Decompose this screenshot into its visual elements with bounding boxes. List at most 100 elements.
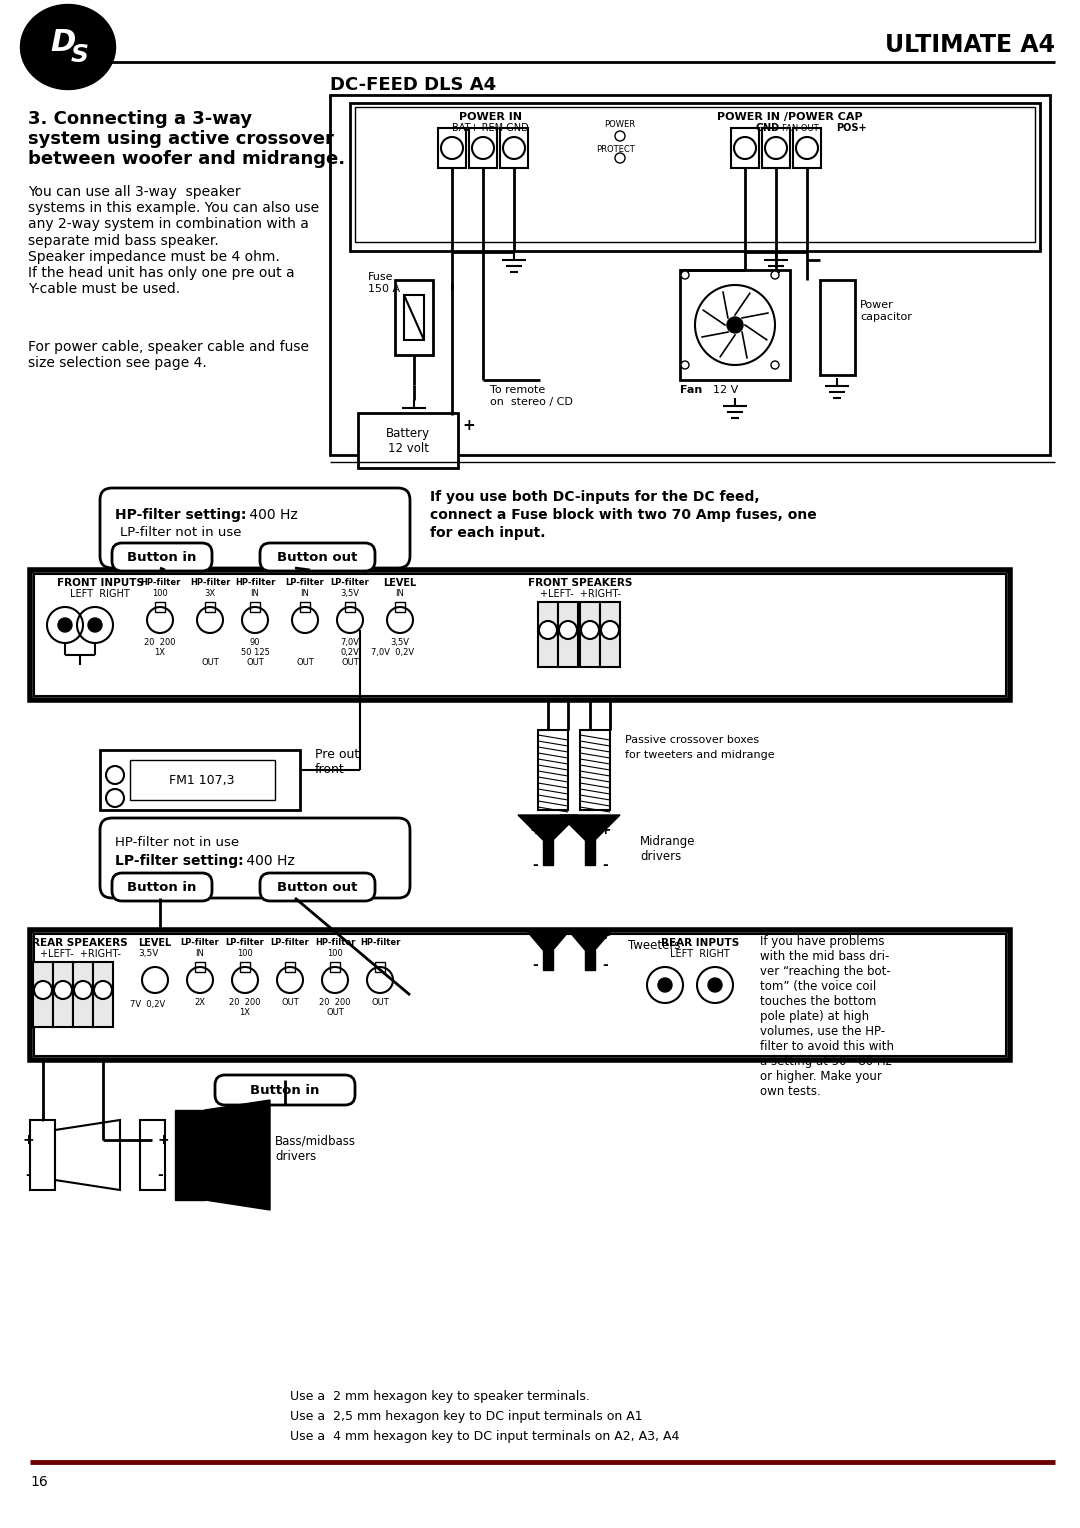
Text: 7,0V: 7,0V: [340, 639, 360, 646]
Circle shape: [727, 316, 743, 333]
Text: LP-filter: LP-filter: [330, 578, 369, 587]
Text: 100: 100: [327, 949, 342, 958]
Text: -: -: [603, 958, 608, 972]
Bar: [330, 963, 340, 972]
Text: OUT: OUT: [201, 659, 219, 668]
Polygon shape: [526, 931, 570, 950]
Circle shape: [54, 981, 72, 999]
Bar: [355, 107, 1035, 241]
Text: Button in: Button in: [127, 550, 197, 564]
Text: If you use both DC-inputs for the DC feed,: If you use both DC-inputs for the DC fee…: [430, 490, 759, 504]
Text: Tweeters: Tweeters: [627, 938, 680, 952]
Bar: [438, 128, 465, 168]
Circle shape: [681, 270, 689, 280]
Text: Button in: Button in: [251, 1083, 320, 1097]
Text: 1X: 1X: [154, 648, 165, 657]
Bar: [680, 270, 789, 380]
Bar: [330, 95, 1050, 455]
Bar: [100, 750, 300, 810]
Text: 90: 90: [249, 639, 260, 646]
Text: Pre out
front: Pre out front: [315, 749, 360, 776]
Text: 400 Hz: 400 Hz: [242, 854, 295, 868]
Bar: [538, 730, 568, 810]
Text: For power cable, speaker cable and fuse
size selection see page 4.: For power cable, speaker cable and fuse …: [28, 341, 309, 370]
FancyBboxPatch shape: [112, 872, 212, 902]
Bar: [762, 128, 789, 168]
Text: 400 Hz: 400 Hz: [245, 507, 298, 523]
Bar: [350, 102, 1040, 251]
Text: LP-filter not in use: LP-filter not in use: [120, 526, 242, 539]
Bar: [30, 570, 1010, 700]
Bar: [53, 963, 73, 1027]
Text: +: +: [529, 824, 541, 837]
Text: Use a  2 mm hexagon key to speaker terminals.: Use a 2 mm hexagon key to speaker termin…: [291, 1390, 590, 1403]
Text: ULTIMATE A4: ULTIMATE A4: [885, 34, 1055, 57]
Bar: [395, 280, 433, 354]
Text: +: +: [529, 927, 541, 941]
Text: DC-FEED DLS A4: DC-FEED DLS A4: [330, 76, 496, 95]
Text: LP-filter: LP-filter: [180, 938, 219, 947]
Bar: [195, 963, 205, 972]
Text: LEFT  RIGHT: LEFT RIGHT: [70, 588, 130, 599]
Text: Passive crossover boxes: Passive crossover boxes: [625, 735, 759, 746]
Text: 3. Connecting a 3-way: 3. Connecting a 3-way: [28, 110, 252, 128]
Text: FAN OUT: FAN OUT: [782, 124, 819, 133]
Text: HP-filter: HP-filter: [360, 938, 401, 947]
Text: HP-filter: HP-filter: [314, 938, 355, 947]
Text: 16: 16: [30, 1475, 48, 1488]
Text: +: +: [157, 1132, 168, 1148]
Text: GND: GND: [755, 122, 779, 133]
Text: -: -: [25, 1167, 31, 1183]
Bar: [543, 840, 553, 865]
Text: FM1 107,3: FM1 107,3: [170, 773, 234, 787]
Text: You can use all 3-way  speaker
systems in this example. You can also use
any 2-w: You can use all 3-way speaker systems in…: [28, 185, 319, 296]
Text: system using active crossover: system using active crossover: [28, 130, 334, 148]
Text: 7,0V  0,2V: 7,0V 0,2V: [372, 648, 415, 657]
Circle shape: [600, 620, 619, 639]
Text: Use a  2,5 mm hexagon key to DC input terminals on A1: Use a 2,5 mm hexagon key to DC input ter…: [291, 1410, 643, 1423]
Text: POWER IN: POWER IN: [459, 112, 522, 122]
Text: Button out: Button out: [276, 880, 357, 894]
Bar: [300, 602, 310, 613]
Bar: [404, 295, 424, 341]
Text: connect a Fuse block with two 70 Amp fuses, one: connect a Fuse block with two 70 Amp fus…: [430, 507, 816, 523]
Text: REAR SPEAKERS: REAR SPEAKERS: [32, 938, 127, 947]
Text: LP-filter: LP-filter: [226, 938, 265, 947]
Text: for each input.: for each input.: [430, 526, 545, 539]
Text: 0,2V: 0,2V: [340, 648, 360, 657]
FancyBboxPatch shape: [260, 872, 375, 902]
Bar: [469, 128, 497, 168]
Text: Button in: Button in: [127, 880, 197, 894]
Text: -: -: [532, 859, 538, 872]
Bar: [205, 602, 215, 613]
Text: 7V  0,2V: 7V 0,2V: [131, 999, 165, 1008]
Circle shape: [771, 361, 779, 368]
Text: LEVEL: LEVEL: [383, 578, 417, 588]
Text: between woofer and midrange.: between woofer and midrange.: [28, 150, 346, 168]
Text: 2X: 2X: [194, 998, 205, 1007]
Text: LP-filter: LP-filter: [271, 938, 309, 947]
Text: IN: IN: [395, 588, 404, 597]
Text: LEVEL: LEVEL: [138, 938, 172, 947]
Circle shape: [87, 617, 102, 633]
Bar: [240, 963, 249, 972]
Text: Use a  4 mm hexagon key to DC input terminals on A2, A3, A4: Use a 4 mm hexagon key to DC input termi…: [291, 1430, 679, 1442]
Bar: [731, 128, 759, 168]
FancyBboxPatch shape: [112, 542, 212, 571]
Text: 3,5V: 3,5V: [138, 949, 158, 958]
Circle shape: [658, 978, 672, 992]
Text: POS+: POS+: [836, 122, 866, 133]
Circle shape: [581, 620, 599, 639]
Text: -: -: [532, 958, 538, 972]
Bar: [538, 602, 558, 668]
Circle shape: [559, 620, 577, 639]
Text: OUT: OUT: [246, 659, 264, 668]
Bar: [249, 602, 260, 613]
Polygon shape: [561, 814, 620, 840]
Text: 20  200
OUT: 20 200 OUT: [320, 998, 351, 1018]
Bar: [585, 950, 595, 970]
Bar: [30, 931, 1010, 1060]
Text: for tweeters and midrange: for tweeters and midrange: [625, 750, 774, 759]
FancyBboxPatch shape: [100, 817, 410, 898]
Text: OUT: OUT: [372, 998, 389, 1007]
